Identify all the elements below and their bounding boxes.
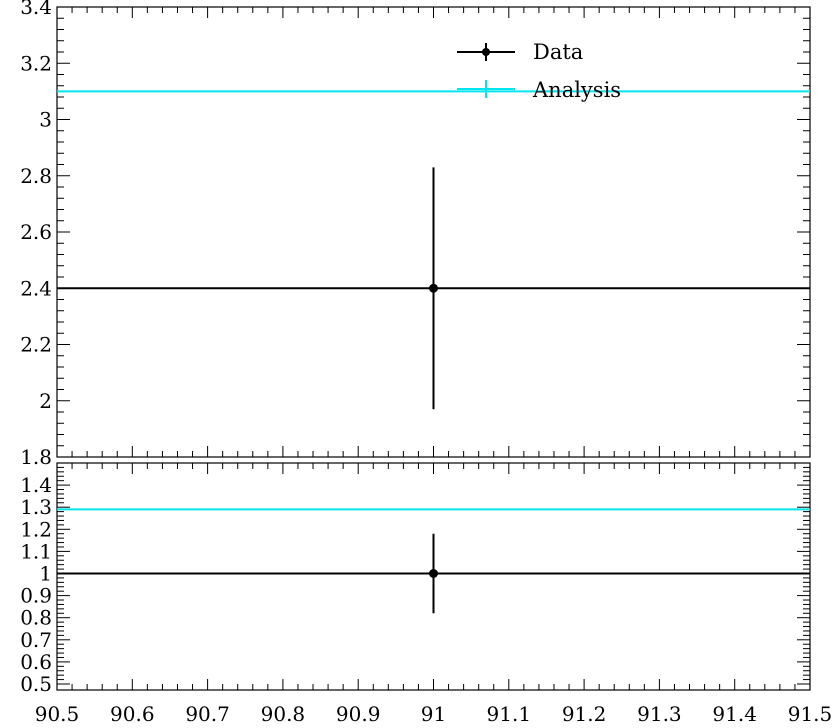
legend-analysis-label: Analysis: [532, 78, 621, 102]
ratio-y-tick-label: 0.8: [20, 606, 52, 630]
legend: Data Analysis: [457, 40, 621, 102]
ratio-y-tick-label: 1: [39, 562, 52, 586]
main-y-tick-label: 3.4: [20, 0, 52, 19]
ratio-y-tick-label: 0.6: [20, 650, 52, 674]
legend-data-label: Data: [533, 40, 583, 64]
ratio-y-tick-label: 1.1: [20, 539, 52, 563]
x-tick-label: 90.7: [185, 702, 230, 726]
main-data-point: [429, 283, 438, 293]
ratio-y-tick-label: 1.4: [20, 473, 52, 497]
main-y-tick-label: 2.4: [20, 276, 52, 300]
ratio-y-tick-label: 0.9: [20, 584, 52, 608]
legend-data-marker-point: [482, 48, 490, 56]
main-y-tick-label: 2.8: [20, 164, 52, 188]
ratio-y-tick-label: 1.3: [20, 495, 52, 519]
ratio-panel: 0.50.60.70.80.911.11.21.31.4 90.5 90.6 90.7…: [20, 462, 833, 726]
main-y-tick-label: 3.2: [20, 51, 52, 75]
main-y-tick-label: 2.2: [20, 333, 52, 357]
x-tick-label: 91.3: [637, 702, 682, 726]
x-tick-label: 90.5: [35, 702, 80, 726]
main-y-tick-label: 3: [39, 108, 52, 132]
main-y-tick-label: 2: [39, 389, 52, 413]
x-tick-label: 91.5: [788, 702, 833, 726]
ratio-data-point: [429, 569, 438, 578]
ratio-y-tick-label: 1.2: [20, 517, 52, 541]
x-tick-label: 91.4: [712, 702, 757, 726]
main-panel: 1.8 2 2.2 2.4 2.6 2.8 3 3.2 3.4: [20, 0, 811, 469]
x-tick-label: 90.8: [261, 702, 306, 726]
x-tick-label: 91: [421, 702, 446, 726]
ratio-y-tick-label: 0.5: [20, 672, 52, 696]
x-tick-label: 90.6: [110, 702, 155, 726]
x-tick-label: 90.9: [336, 702, 381, 726]
main-y-tick-label: 1.8: [20, 445, 52, 469]
x-tick-label: 91.1: [487, 702, 532, 726]
x-tick-label: 91.2: [562, 702, 607, 726]
ratio-y-tick-label: 0.7: [20, 628, 52, 652]
main-y-tick-label: 2.6: [20, 220, 52, 244]
